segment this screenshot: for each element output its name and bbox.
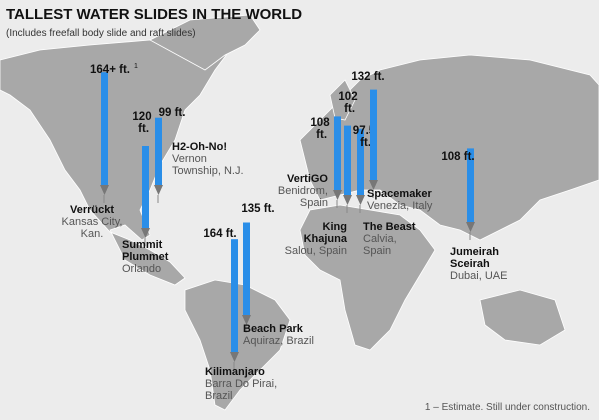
slide-place: Benidrom,	[278, 185, 328, 197]
bar	[101, 72, 108, 187]
value-label: 99 ft.	[159, 107, 186, 119]
bar	[231, 239, 238, 354]
bar	[334, 116, 341, 192]
slide-name: Jumeirah	[450, 246, 499, 258]
slide-place: Orlando	[122, 263, 161, 275]
slide-place: Kan.	[81, 228, 104, 240]
slide-end	[141, 228, 150, 238]
slide-name: Kilimanjaro	[205, 366, 265, 378]
bar	[142, 146, 149, 230]
slide-place: Spain	[363, 245, 391, 257]
slide-name: King	[323, 221, 347, 233]
slide-name: Spacemaker	[367, 188, 433, 200]
slide-end	[466, 222, 475, 232]
bar	[243, 222, 250, 317]
slide-end	[242, 315, 251, 325]
slide-place: Kansas City,	[62, 216, 123, 228]
slide-place: Aquiraz, Brazil	[243, 335, 314, 347]
value-label: 164+ ft.	[90, 64, 130, 76]
value-label: 132 ft.	[351, 71, 384, 83]
bar	[467, 148, 474, 224]
value-label: 120 ft.	[132, 111, 151, 135]
value-label: 108 ft.	[441, 151, 474, 163]
slide-name: Plummet	[122, 251, 169, 263]
footnote: 1 – Estimate. Still under construction.	[425, 402, 590, 413]
slide-place: Spain	[300, 197, 328, 209]
slide-name: Beach Park	[243, 323, 304, 335]
bar	[344, 125, 351, 197]
value-label: 108 ft.	[310, 117, 330, 141]
slide-end	[230, 352, 239, 362]
footnote-marker: 1	[134, 63, 138, 70]
slide-place: Salou, Spain	[285, 245, 347, 257]
slide-end	[333, 190, 342, 200]
slide-name: H2-Oh-No!	[172, 141, 227, 153]
slide-place: Vernon	[172, 153, 207, 165]
slide-name: Verrückt	[70, 204, 114, 216]
slide-name: Summit	[122, 239, 163, 251]
bar	[155, 117, 162, 187]
slide-end	[343, 195, 352, 205]
slide-end	[100, 185, 109, 195]
slide-name: Sceirah	[450, 258, 490, 270]
slide-place: Township, N.J.	[172, 165, 244, 177]
slide-place: Dubai, UAE	[450, 270, 507, 282]
slide-end	[369, 180, 378, 190]
chart-subtitle: (Includes freefall body slide and raft s…	[6, 28, 196, 39]
slide-name: Khajuna	[304, 233, 348, 245]
slide-name: VertiGO	[287, 173, 328, 185]
value-label: 164 ft.	[203, 228, 236, 240]
slide-end	[356, 195, 365, 205]
chart-title: TALLEST WATER SLIDES IN THE WORLD	[6, 6, 302, 23]
value-label: 102 ft.	[338, 91, 357, 115]
slide-place: Venezia, Italy	[367, 200, 433, 212]
value-label: 135 ft.	[241, 203, 274, 215]
slide-name: The Beast	[363, 221, 416, 233]
bar	[357, 128, 364, 197]
slide-place: Calvia,	[363, 233, 397, 245]
bar	[370, 89, 377, 182]
slide-place: Barra Do Pirai,	[205, 378, 277, 390]
slide-end	[154, 185, 163, 195]
slide-place: Brazil	[205, 390, 233, 402]
